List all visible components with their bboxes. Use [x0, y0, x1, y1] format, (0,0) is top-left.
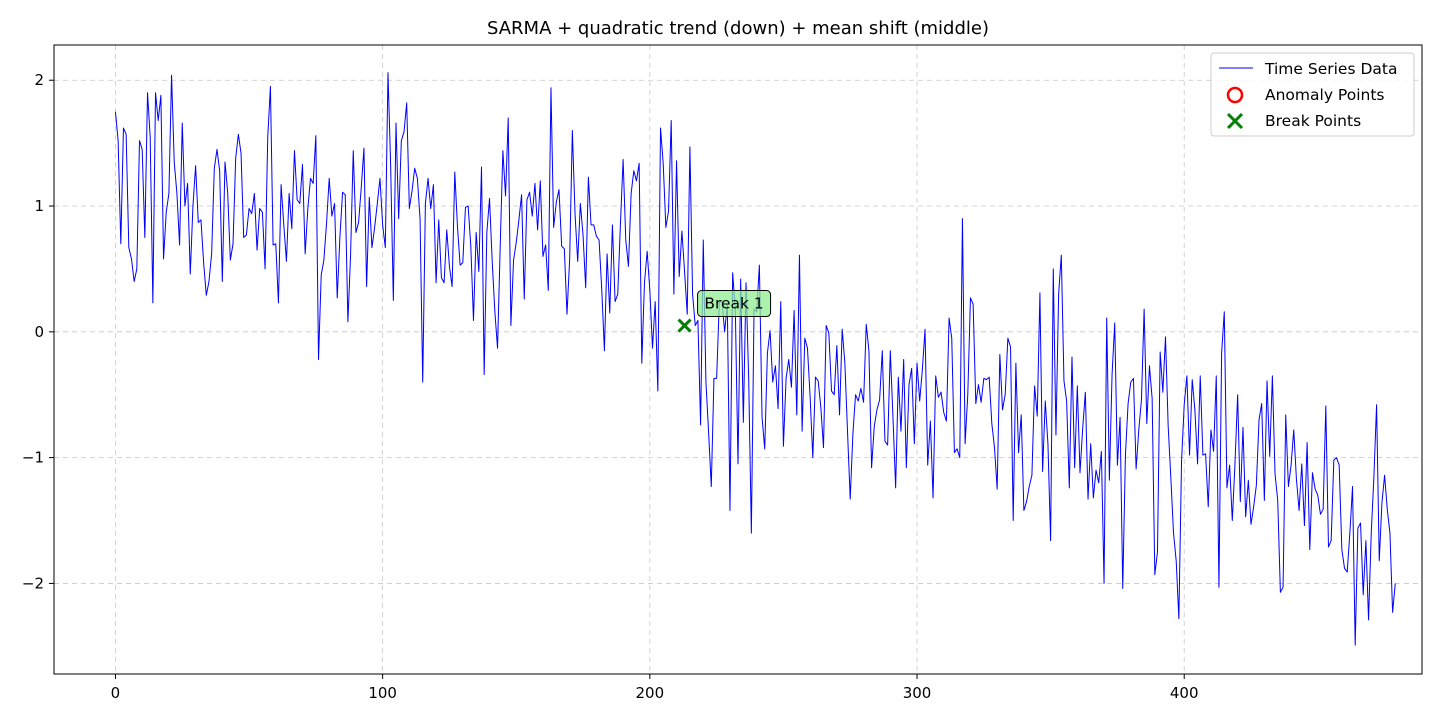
- legend-label-break: Break Points: [1265, 112, 1361, 130]
- x-tick-label: 100: [368, 684, 397, 702]
- grid-lines: [54, 45, 1422, 674]
- break-label-box: [697, 290, 772, 318]
- y-axis: 2 1 0 −1 −2: [22, 71, 54, 592]
- y-tick-label: −1: [22, 449, 44, 467]
- x-axis: 0 100 200 300 400: [111, 674, 1199, 702]
- y-tick-label: 1: [34, 197, 44, 215]
- chart-title: SARMA + quadratic trend (down) + mean sh…: [487, 18, 989, 39]
- x-tick-label: 200: [636, 684, 665, 702]
- y-tick-label: −2: [22, 574, 44, 592]
- x-tick-label: 0: [111, 684, 121, 702]
- y-tick-label: 2: [34, 71, 44, 89]
- break-label: Break 1: [704, 295, 763, 313]
- x-tick-label: 400: [1170, 684, 1199, 702]
- break-points-group: Break 1: [677, 290, 772, 333]
- legend-frame: [1210, 52, 1415, 137]
- legend-label-series: Time Series Data: [1264, 60, 1397, 78]
- legend-anomaly-marker: [1226, 86, 1244, 104]
- x-tick-label: 300: [903, 684, 932, 702]
- legend-break-marker: [1226, 112, 1244, 130]
- y-tick-label: 0: [34, 323, 44, 341]
- legend-label-anomaly: Anomaly Points: [1265, 86, 1384, 104]
- plot-area-frame: [53, 44, 1423, 675]
- legend: Time Series Data Anomaly Points Break Po…: [1210, 52, 1415, 137]
- break-point-marker: [677, 318, 692, 333]
